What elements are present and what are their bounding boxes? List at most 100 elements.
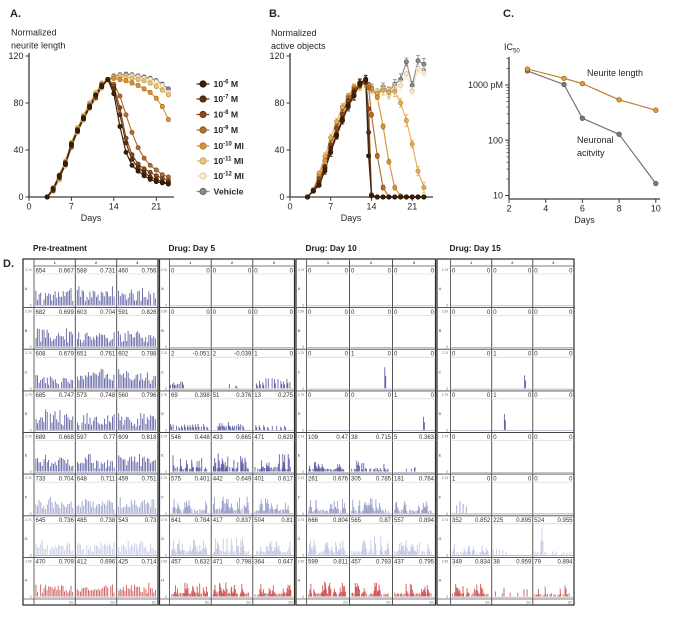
svg-text:0: 0 xyxy=(534,435,538,441)
svg-text:0: 0 xyxy=(446,304,448,308)
svg-text:0: 0 xyxy=(351,268,355,274)
svg-text:364: 364 xyxy=(254,560,265,566)
svg-text:0: 0 xyxy=(493,310,497,316)
svg-text:0: 0 xyxy=(254,310,258,316)
svg-text:0.895: 0.895 xyxy=(516,518,532,524)
svg-text:2: 2 xyxy=(213,352,217,358)
svg-text:D: D xyxy=(439,412,442,416)
svg-text:Neuronal: Neuronal xyxy=(577,135,614,145)
svg-text:120: 120 xyxy=(8,51,23,61)
svg-text:0.738: 0.738 xyxy=(100,518,116,524)
svg-text:E: E xyxy=(25,454,28,458)
svg-text:0.649: 0.649 xyxy=(236,476,252,482)
svg-text:0: 0 xyxy=(569,435,573,441)
svg-text:0: 0 xyxy=(165,595,167,599)
svg-text:2.74: 2.74 xyxy=(298,435,304,439)
svg-text:3: 3 xyxy=(136,261,138,265)
svg-text:2.99: 2.99 xyxy=(25,310,31,314)
svg-text:0: 0 xyxy=(534,310,538,316)
svg-text:0: 0 xyxy=(308,393,312,399)
svg-text:14: 14 xyxy=(109,202,119,212)
svg-text:Drug: Day 15: Drug: Day 15 xyxy=(450,243,502,253)
svg-text:648: 648 xyxy=(77,476,88,482)
svg-text:69: 69 xyxy=(171,393,178,399)
svg-text:10: 10 xyxy=(651,204,661,214)
svg-text:Drug: Day 5: Drug: Day 5 xyxy=(169,243,216,253)
svg-text:0.764: 0.764 xyxy=(419,476,435,482)
svg-text:0.834: 0.834 xyxy=(475,560,491,566)
svg-text:0: 0 xyxy=(165,512,167,516)
svg-text:Pre-treatment: Pre-treatment xyxy=(33,243,87,253)
svg-text:557: 557 xyxy=(394,518,405,524)
svg-text:0.275: 0.275 xyxy=(278,393,294,399)
svg-text:0: 0 xyxy=(528,393,532,399)
svg-text:543: 543 xyxy=(118,518,129,524)
svg-text:0.796: 0.796 xyxy=(141,393,157,399)
svg-text:G: G xyxy=(25,537,28,541)
svg-text:75: 75 xyxy=(421,67,427,72)
svg-text:0: 0 xyxy=(345,310,349,316)
svg-text:7: 7 xyxy=(69,202,74,212)
svg-text:0: 0 xyxy=(302,429,304,433)
svg-text:0.818: 0.818 xyxy=(141,435,157,441)
svg-text:0: 0 xyxy=(302,512,304,516)
svg-text:0: 0 xyxy=(302,387,304,391)
svg-text:442: 442 xyxy=(213,476,224,482)
svg-text:2.99: 2.99 xyxy=(161,559,167,563)
svg-text:0: 0 xyxy=(165,429,167,433)
svg-text:0: 0 xyxy=(534,393,538,399)
svg-text:-0.039: -0.039 xyxy=(234,352,252,358)
svg-text:0: 0 xyxy=(452,435,456,441)
svg-text:0: 0 xyxy=(452,393,456,399)
svg-text:1: 1 xyxy=(254,352,258,358)
svg-text:2.74: 2.74 xyxy=(442,268,448,272)
svg-text:0.852: 0.852 xyxy=(475,518,491,524)
svg-text:597: 597 xyxy=(77,435,88,441)
svg-text:0: 0 xyxy=(248,310,252,316)
svg-text:437: 437 xyxy=(394,560,405,566)
svg-text:591: 591 xyxy=(118,310,129,316)
svg-text:0: 0 xyxy=(302,553,304,557)
svg-text:225: 225 xyxy=(493,518,504,524)
svg-text:2m: 2m xyxy=(429,601,434,605)
svg-text:433: 433 xyxy=(213,435,224,441)
svg-text:B: B xyxy=(161,329,164,333)
svg-text:80: 80 xyxy=(274,98,284,108)
svg-text:0.748: 0.748 xyxy=(100,393,116,399)
svg-text:0.704: 0.704 xyxy=(59,476,75,482)
svg-text:0: 0 xyxy=(569,393,573,399)
svg-text:0.804: 0.804 xyxy=(333,518,349,524)
svg-text:0.959: 0.959 xyxy=(516,560,532,566)
svg-text:100: 100 xyxy=(488,135,503,145)
svg-text:0: 0 xyxy=(290,310,294,316)
svg-text:40: 40 xyxy=(274,145,284,155)
svg-text:14: 14 xyxy=(366,202,376,212)
svg-text:0: 0 xyxy=(446,512,448,516)
svg-text:1000 pM: 1000 pM xyxy=(468,80,503,90)
svg-text:0: 0 xyxy=(388,393,392,399)
svg-text:0: 0 xyxy=(213,268,217,274)
svg-text:602: 602 xyxy=(118,352,129,358)
svg-text:0: 0 xyxy=(254,268,258,274)
svg-text:0.81: 0.81 xyxy=(281,518,293,524)
svg-text:D.: D. xyxy=(3,258,14,270)
svg-text:412: 412 xyxy=(77,560,88,566)
svg-text:0: 0 xyxy=(30,429,32,433)
svg-text:0: 0 xyxy=(165,470,167,474)
svg-text:733: 733 xyxy=(36,476,47,482)
svg-text:0: 0 xyxy=(302,470,304,474)
svg-text:2m: 2m xyxy=(69,601,74,605)
svg-text:79: 79 xyxy=(534,560,541,566)
svg-text:599: 599 xyxy=(308,560,319,566)
svg-text:2m: 2m xyxy=(246,601,251,605)
svg-text:0.77: 0.77 xyxy=(104,435,116,441)
svg-text:0: 0 xyxy=(446,553,448,557)
svg-text:2.74: 2.74 xyxy=(161,351,167,355)
svg-text:G: G xyxy=(439,537,442,541)
svg-text:524: 524 xyxy=(534,518,545,524)
svg-text:E: E xyxy=(298,454,301,458)
svg-text:609: 609 xyxy=(118,435,129,441)
svg-text:641: 641 xyxy=(171,518,182,524)
svg-text:2.74: 2.74 xyxy=(161,268,167,272)
svg-text:2.79: 2.79 xyxy=(298,393,304,397)
